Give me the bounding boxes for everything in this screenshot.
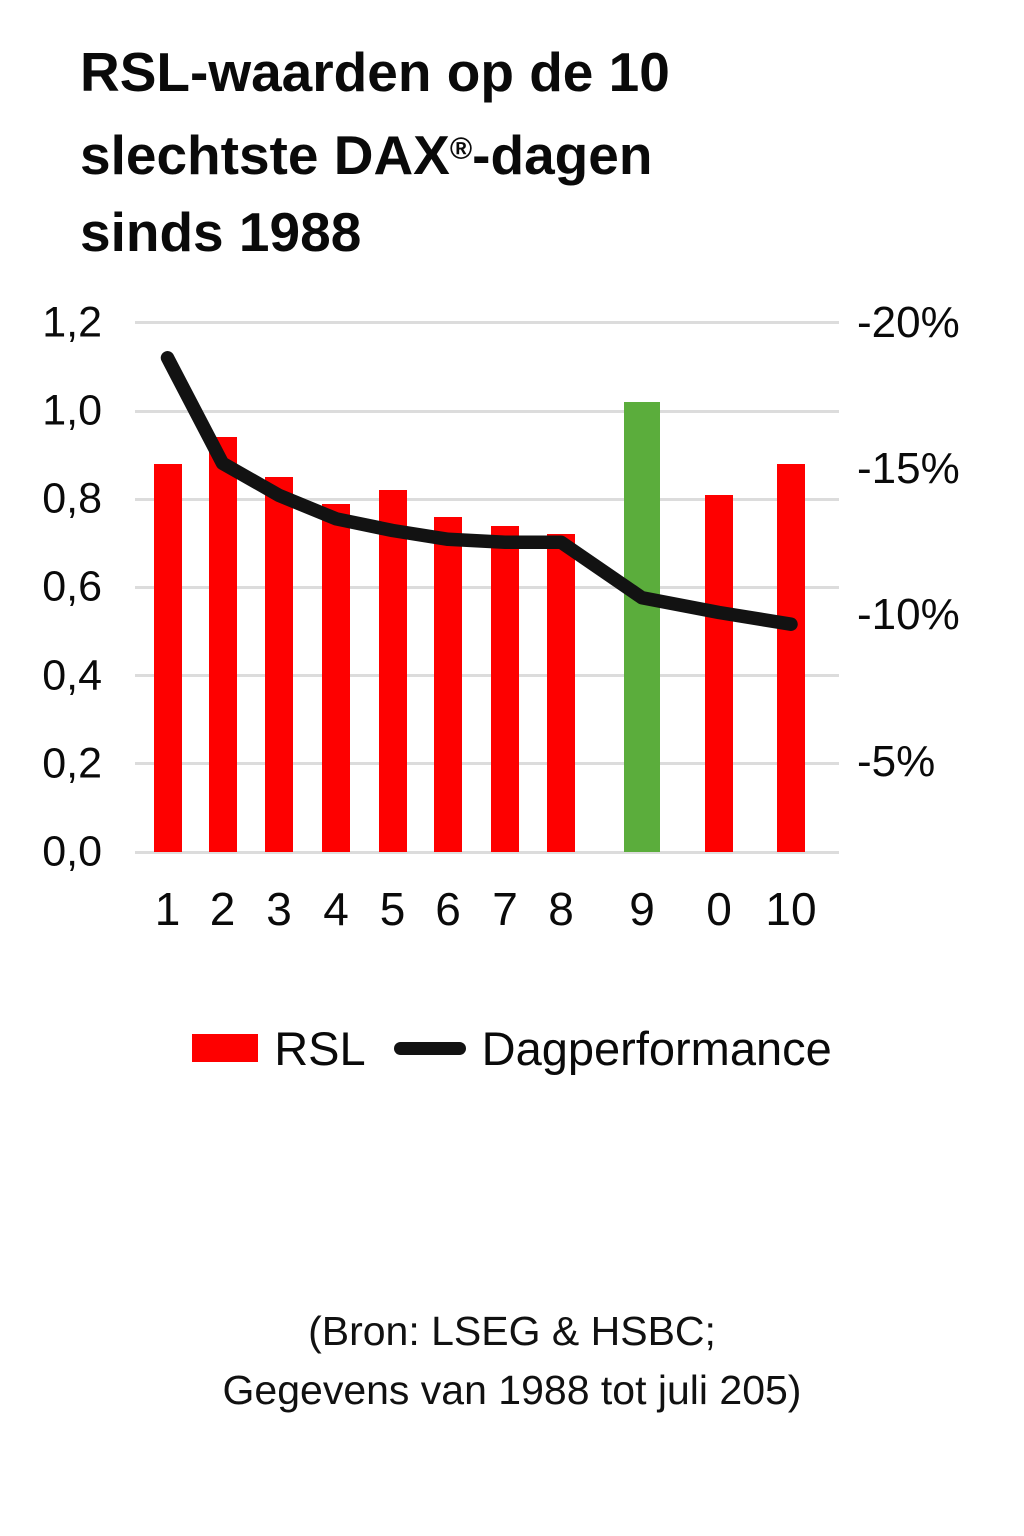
left-axis-tick-label: 0,0 (42, 827, 102, 876)
rsl-bar (322, 503, 350, 852)
legend-label-dagperformance: Dagperformance (481, 1021, 832, 1075)
rsl-bar (705, 494, 733, 852)
dagperformance-swatch (393, 1041, 466, 1055)
right-axis-tick-label: -20% (857, 297, 960, 347)
x-axis-tick-label: 10 (765, 883, 817, 935)
x-axis-tick-label: 5 (379, 883, 406, 935)
left-axis-tick-label: 0,6 (42, 562, 102, 611)
gridline (135, 674, 839, 678)
chart-legend: RSL Dagperformance (0, 1018, 1024, 1078)
x-axis-tick-label: 4 (323, 883, 349, 935)
rsl-bar (208, 437, 237, 852)
x-axis-tick-label: 3 (266, 883, 292, 935)
left-axis-tick-label: 0,2 (42, 739, 102, 788)
title-line-1: RSL-waarden op de 10 (80, 41, 670, 103)
rsl-bar (777, 463, 805, 852)
right-axis-tick-label: -5% (857, 736, 936, 786)
right-axis-tick-label: -10% (857, 590, 960, 640)
gridline (135, 585, 839, 589)
rsl-bar (265, 477, 293, 852)
x-axis-tick-label: 6 (435, 883, 461, 935)
legend-item-rsl: RSL (192, 1021, 366, 1076)
left-axis-tick-label: 0,8 (42, 474, 102, 523)
gridline (135, 850, 839, 854)
dagperformance-line (160, 351, 798, 631)
registered-trademark-symbol: ® (449, 133, 473, 166)
rsl-swatch (192, 1034, 259, 1062)
rsl-bar (491, 525, 519, 852)
x-axis-tick-label: 1 (154, 883, 181, 935)
rsl-bar (153, 463, 182, 852)
x-axis-tick-label: 9 (629, 883, 655, 935)
gridline (135, 409, 839, 413)
x-axis-tick-label: 7 (492, 883, 518, 935)
x-axis-tick-label: 0 (706, 883, 732, 935)
rsl-bar (378, 490, 407, 852)
right-axis-tick-label: -15% (857, 444, 960, 494)
x-axis-tick-label: 2 (209, 883, 236, 935)
page-title: RSL-waarden op de 10 slechtste DAX®-dage… (80, 34, 860, 271)
left-axis-tick-label: 0,4 (42, 651, 102, 700)
legend-item-dagperformance: Dagperformance (393, 1021, 832, 1076)
title-line-3: sinds 1988 (80, 201, 362, 264)
source-note: (Bron: LSEG & HSBC; Gegevens van 1988 to… (0, 1302, 1024, 1420)
title-line-2: slechtste DAX®-dagen (80, 124, 653, 187)
gridline (135, 497, 839, 501)
left-axis-tick-label: 1,0 (42, 386, 102, 435)
source-line-1: (Bron: LSEG & HSBC; (308, 1308, 716, 1354)
gridline (135, 321, 839, 325)
rsl-bar-highlighted (624, 402, 660, 852)
legend-label-rsl: RSL (274, 1021, 366, 1075)
left-axis-tick-label: 1,2 (42, 298, 102, 347)
gridline (135, 762, 839, 766)
x-axis-tick-label: 8 (548, 883, 574, 935)
source-line-2: Gegevens van 1988 tot juli 205) (222, 1367, 802, 1413)
rsl-bar (434, 516, 462, 852)
rsl-bar (547, 534, 575, 852)
